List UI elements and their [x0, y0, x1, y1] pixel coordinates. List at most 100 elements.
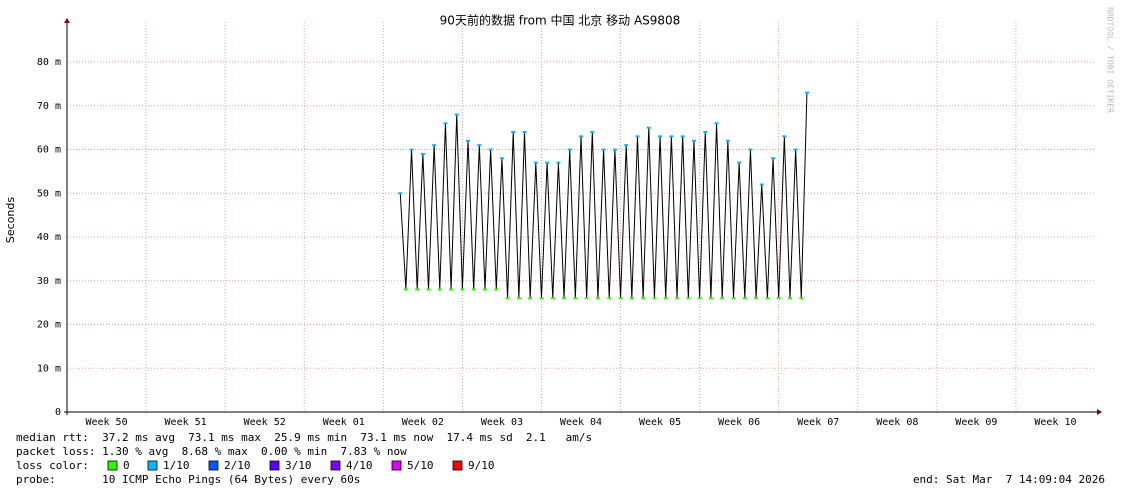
rtt-point: [675, 297, 680, 300]
x-tick-label: Week 05: [639, 417, 681, 428]
chart-title: 90天前的数据 from 中国 北京 移动 AS9808: [440, 13, 681, 28]
rtt-point: [771, 157, 776, 160]
legend-swatch: [269, 460, 280, 471]
rtt-point: [776, 297, 781, 300]
rtt-point: [511, 131, 516, 133]
rtt-point: [420, 152, 425, 155]
rtt-point: [663, 297, 668, 300]
rtt-point: [550, 297, 555, 300]
rtt-point: [680, 135, 685, 138]
y-tick-label: 70 m: [37, 101, 61, 112]
legend-label: 1/10: [163, 459, 190, 472]
rtt-point: [703, 131, 708, 133]
rtt-point: [505, 297, 510, 300]
rtt-point: [488, 148, 493, 151]
rtt-point: [409, 148, 414, 151]
x-tick-label: Week 03: [481, 417, 523, 428]
legend-label: 5/10: [407, 459, 434, 472]
rtt-point: [612, 148, 617, 151]
y-tick-label: 20 m: [37, 320, 61, 331]
rtt-point: [793, 148, 798, 151]
rtt-point: [579, 135, 583, 138]
watermark: RRDTOOL / TOBI OETIKER: [1106, 7, 1115, 113]
rtt-point: [725, 139, 730, 142]
legend-label: 9/10: [468, 459, 495, 472]
y-tick-label: 50 m: [37, 188, 61, 199]
rtt-line: [399, 92, 808, 299]
rtt-point: [477, 144, 482, 147]
x-tick-label: Week 02: [402, 417, 444, 428]
legend-label: 2/10: [224, 459, 251, 472]
x-tick-label: Week 08: [876, 417, 918, 428]
y-axis-label: Seconds: [4, 197, 17, 243]
y-tick-label: 60 m: [37, 145, 61, 156]
rtt-point: [437, 288, 442, 291]
rtt-point: [528, 297, 533, 300]
rtt-point: [641, 297, 646, 300]
rtt-point: [799, 297, 804, 300]
rtt-point: [624, 144, 629, 147]
rtt-point: [720, 297, 725, 300]
x-tick-label: Week 51: [165, 417, 207, 428]
rtt-point: [629, 297, 634, 300]
rtt-point: [601, 148, 606, 151]
rtt-point: [804, 91, 809, 94]
y-tick-label: 80 m: [37, 57, 61, 68]
rtt-point: [454, 113, 459, 116]
y-tick-label: 0: [55, 407, 61, 418]
rtt-point: [618, 297, 623, 300]
rtt-point: [539, 297, 544, 300]
rtt-point: [432, 144, 437, 147]
rtt-point: [748, 148, 753, 151]
y-tick-label: 40 m: [37, 232, 61, 243]
rtt-point: [533, 161, 538, 164]
rtt-point: [556, 161, 561, 164]
probe-info: probe: 10 ICMP Echo Pings (64 Bytes) eve…: [16, 473, 360, 486]
rtt-point: [708, 297, 713, 300]
rtt-point: [759, 183, 764, 186]
axis-arrow: [64, 18, 70, 23]
y-tick-label: 30 m: [37, 276, 61, 287]
rtt-point: [567, 148, 572, 151]
rtt-point: [562, 297, 567, 300]
rtt-point: [415, 288, 420, 291]
rtt-point: [398, 192, 403, 195]
rtt-point: [787, 297, 792, 300]
stats-line: packet loss: 1.30 % avg 8.68 % max 0.00 …: [16, 445, 407, 458]
rtt-point: [573, 297, 578, 300]
rtt-point: [595, 297, 600, 300]
rtt-point: [443, 122, 448, 125]
legend-swatch: [208, 460, 219, 471]
rtt-point: [460, 288, 465, 291]
rtt-point: [646, 126, 651, 129]
legend-swatch: [107, 460, 118, 471]
legend-swatch: [147, 460, 158, 471]
rtt-point: [686, 297, 691, 300]
stats-line: median rtt: 37.2 ms avg 73.1 ms max 25.9…: [16, 431, 592, 444]
rtt-point: [584, 297, 589, 300]
x-tick-label: Week 07: [797, 417, 839, 428]
rtt-point: [669, 135, 674, 138]
legend-swatch: [330, 460, 341, 471]
rtt-point: [471, 288, 476, 291]
rtt-point: [697, 297, 702, 300]
axis-arrow: [1097, 409, 1102, 415]
rtt-point: [765, 297, 770, 300]
rtt-point: [466, 139, 471, 142]
rtt-point: [754, 297, 759, 300]
x-tick-label: Week 09: [955, 417, 997, 428]
legend-swatch: [452, 460, 463, 471]
loss-label: loss color:: [16, 459, 89, 472]
rtt-point: [742, 297, 747, 300]
rtt-point: [426, 288, 431, 291]
rtt-point: [714, 122, 719, 125]
x-tick-label: Week 01: [323, 417, 365, 428]
rtt-point: [635, 135, 640, 138]
legend-label: 4/10: [346, 459, 373, 472]
end-time: end: Sat Mar 7 14:09:04 2026: [913, 473, 1105, 486]
rtt-point: [482, 288, 487, 291]
x-tick-label: Week 06: [718, 417, 760, 428]
rtt-point: [403, 288, 408, 291]
rtt-point: [607, 297, 612, 300]
